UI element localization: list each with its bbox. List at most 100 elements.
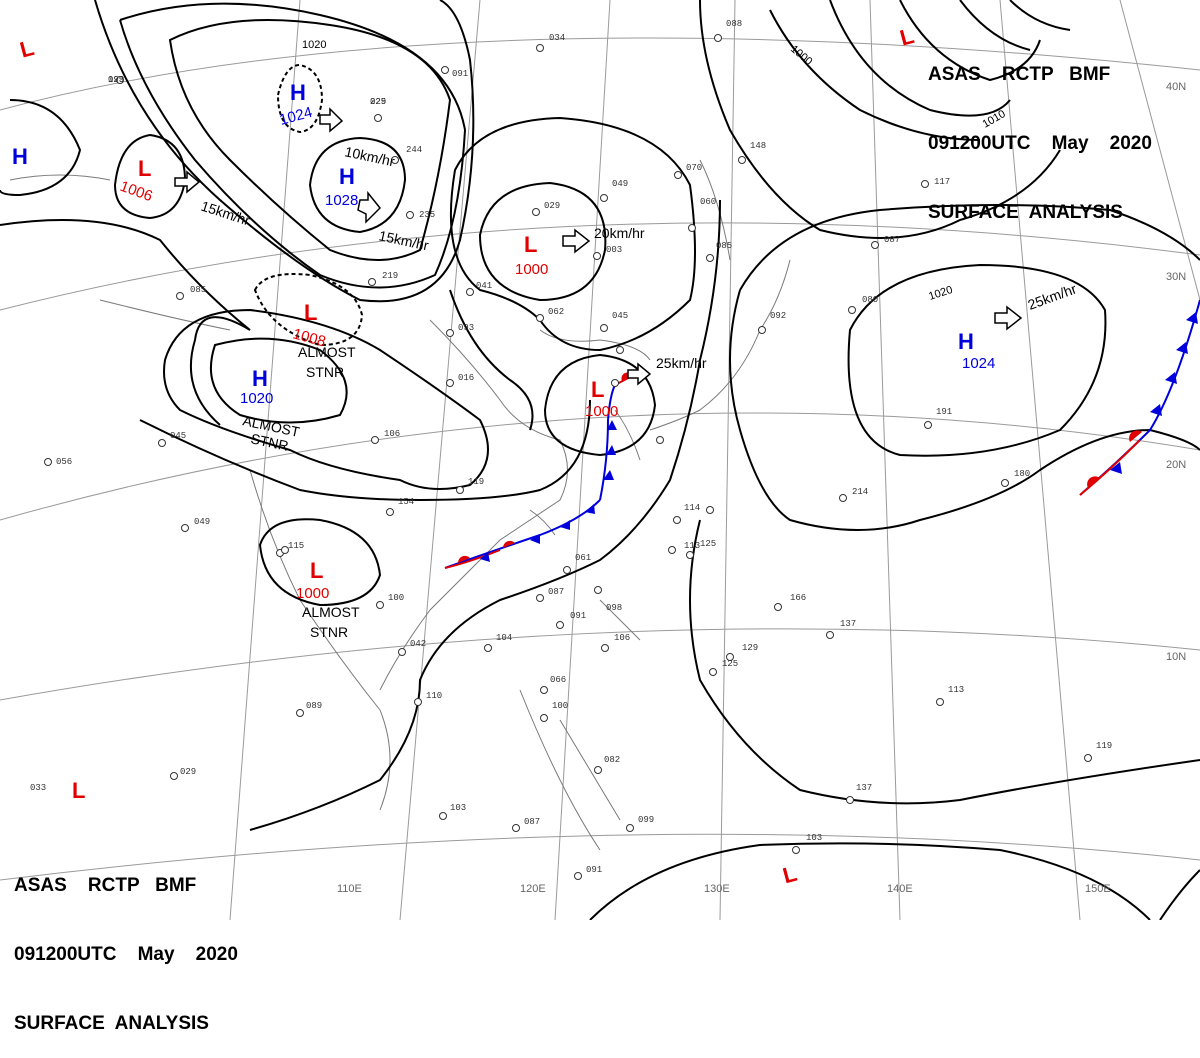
station-value: 045 <box>170 431 186 441</box>
low-letter: L <box>524 232 537 257</box>
header-block: ASAS RCTP BMF 091200UTC May 2020 SURFACE… <box>928 17 1152 247</box>
high-letter: H <box>290 80 306 105</box>
high-value: 1024 <box>962 355 995 372</box>
motion-arrows <box>174 107 1023 386</box>
arrow-icon <box>319 107 344 133</box>
weather-map: 099 225 244 235 219 085 093 062 045 049 029 003 041 0… <box>0 0 1200 920</box>
lon-label: 130E <box>704 883 730 895</box>
station-value: 180 <box>1014 469 1030 479</box>
low-letter: L <box>897 23 916 51</box>
station-value: 099 <box>638 815 654 825</box>
station-value: 091 <box>586 865 602 875</box>
arrow-icon <box>357 190 382 224</box>
motion-label: 15km/hr <box>199 198 252 229</box>
remark-text: STNR <box>310 624 348 640</box>
motion-label: 25km/hr <box>1026 280 1079 312</box>
station-value: 129 <box>742 643 758 653</box>
lon-label: 150E <box>1085 883 1111 895</box>
lon-label: 140E <box>887 883 913 895</box>
station-value: 093 <box>458 323 474 333</box>
remark-text: ALMOST <box>298 344 356 360</box>
station-value: 219 <box>382 271 398 281</box>
station-value: 087 <box>524 817 540 827</box>
station-value: 082 <box>604 755 620 765</box>
station-value: 049 <box>612 179 628 189</box>
lon-label: 120E <box>520 883 546 895</box>
station-value: 092 <box>770 311 786 321</box>
station-value: 088 <box>726 19 742 29</box>
low-letter: L <box>310 558 323 583</box>
station-value: 106 <box>614 633 630 643</box>
station-value: 103 <box>450 803 466 813</box>
header-line-3: SURFACE ANALYSIS <box>928 202 1123 223</box>
arrow-icon <box>562 228 591 254</box>
station-value: 117 <box>934 177 950 187</box>
high-value: 1024 <box>278 104 315 129</box>
lon-label: 110E <box>337 883 362 895</box>
station-value: 029 <box>180 767 196 777</box>
station-value: 119 <box>1096 741 1112 751</box>
footer-block: ASAS RCTP BMF 091200UTC May 2020 SURFACE… <box>14 828 238 1058</box>
station-value: 225 <box>370 97 386 107</box>
lat-label: 30N <box>1166 271 1186 283</box>
station-value: 114 <box>684 503 700 513</box>
header-line-1: ASAS RCTP BMF <box>928 64 1111 85</box>
station-value: 125 <box>722 659 738 669</box>
high-letter: H <box>958 329 974 354</box>
low-value: 1000 <box>296 585 329 602</box>
isobars <box>0 0 1200 920</box>
high-letter: H <box>252 366 268 391</box>
arrow-icon <box>174 170 201 194</box>
station-value: 191 <box>936 407 952 417</box>
station-value: 106 <box>384 429 400 439</box>
station-value: 033 <box>30 783 46 793</box>
station-value: 110 <box>426 691 442 701</box>
high-value: 1028 <box>325 192 358 209</box>
station-value: 034 <box>549 33 565 43</box>
motion-label: 25km/hr <box>656 355 707 371</box>
footer-line-1: ASAS RCTP BMF <box>14 875 197 896</box>
station-value: 214 <box>852 487 868 497</box>
lat-label: 10N <box>1166 651 1186 663</box>
dashed-isobars <box>253 63 364 347</box>
station-value: 029 <box>544 201 560 211</box>
high-value: 1020 <box>240 390 273 407</box>
station-value: 087 <box>548 587 564 597</box>
remark-text: STNR <box>249 430 290 454</box>
low-value: 1000 <box>515 261 548 278</box>
front-symbols <box>457 312 1198 563</box>
isobar-label: 1020 <box>302 39 326 51</box>
station-value: 235 <box>419 210 435 220</box>
isobar-labels: 1020 1000 1010 1020 <box>302 39 1008 303</box>
station-value: 016 <box>458 373 474 383</box>
station-value: 119 <box>468 477 484 487</box>
station-value: 085 <box>190 285 206 295</box>
station-value: 244 <box>406 145 422 155</box>
high-letter: H <box>12 144 28 169</box>
station-value: 098 <box>606 603 622 613</box>
lat-label: 20N <box>1166 459 1186 471</box>
station-value: 080 <box>862 295 878 305</box>
station-value: 100 <box>388 593 404 603</box>
station-value: 087 <box>884 235 900 245</box>
station-value: 115 <box>288 541 304 551</box>
high-letter: H <box>339 164 355 189</box>
station-value: 062 <box>548 307 564 317</box>
station-value: 099 <box>108 75 124 85</box>
station-value: 045 <box>612 311 628 321</box>
pressure-systems: H H 1024 H 1028 H 1020 H 1024 L L 1006 L… <box>12 23 995 888</box>
station-value: 100 <box>552 701 568 711</box>
station-value: 137 <box>840 619 856 629</box>
arrow-icon <box>627 362 652 386</box>
low-letter: L <box>17 35 36 63</box>
low-value: 1000 <box>585 403 618 420</box>
station-value: 041 <box>476 281 492 291</box>
low-letter: L <box>138 156 151 181</box>
header-line-2: 091200UTC May 2020 <box>928 133 1152 154</box>
motion-label: 20km/hr <box>594 225 645 241</box>
station-values: 099 225 244 235 219 085 093 062 045 049 029 003 041 0… <box>30 19 1112 875</box>
station-value: 125 <box>700 539 716 549</box>
station-value: 085 <box>716 241 732 251</box>
station-value: 154 <box>398 497 414 507</box>
station-value: 061 <box>575 553 591 563</box>
